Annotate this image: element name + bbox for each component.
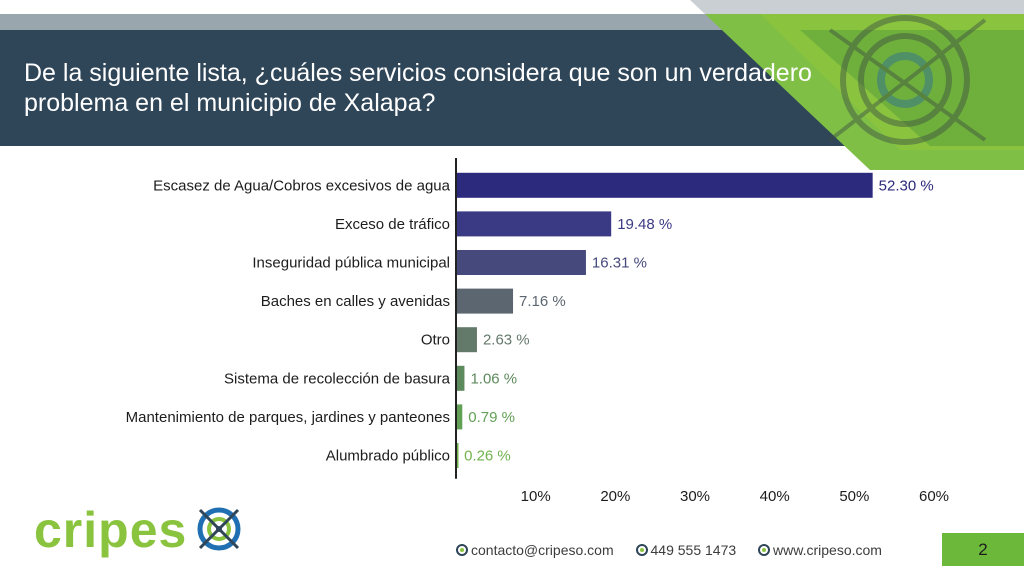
data-label: 52.30 %	[879, 177, 934, 194]
data-label: 7.16 %	[519, 293, 566, 310]
bar-1	[456, 211, 612, 237]
category-label: Baches en calles y avenidas	[261, 293, 450, 310]
category-label: Inseguridad pública municipal	[252, 255, 450, 272]
bar-5	[456, 365, 465, 391]
bar-2	[456, 250, 586, 275]
logo-text-part1: cripes	[34, 502, 188, 558]
tick-label: 20%	[600, 488, 630, 505]
corner-decoration	[690, 0, 1024, 170]
globe-icon	[456, 544, 468, 556]
slide-title: De la siguiente lista, ¿cuáles servicios…	[24, 59, 812, 117]
cripeso-logo: cripeso	[34, 500, 244, 560]
category-label: Otro	[421, 332, 450, 349]
contact-website[interactable]: www.cripeso.com	[758, 542, 882, 558]
contact-phone-text: 449 555 1473	[650, 542, 737, 558]
contact-email[interactable]: contacto@cripeso.com	[456, 542, 614, 558]
category-label: Escasez de Agua/Cobros excesivos de agua	[153, 177, 451, 194]
category-label: Mantenimiento de parques, jardines y pan…	[126, 409, 450, 426]
page-number: 2	[942, 533, 1024, 566]
bar-chart: Escasez de Agua/Cobros excesivos de agua…	[126, 158, 949, 505]
bar-4	[456, 327, 477, 353]
data-label: 0.26 %	[464, 448, 511, 465]
target-watermark-icon	[828, 15, 987, 145]
contact-email-text: contacto@cripeso.com	[471, 542, 614, 558]
globe-icon	[635, 544, 648, 556]
data-label: 2.63 %	[483, 332, 530, 349]
bar-6	[456, 404, 463, 430]
contact-website-text: www.cripeso.com	[773, 542, 882, 558]
tick-label: 50%	[839, 488, 869, 505]
tick-label: 10%	[521, 488, 551, 505]
tick-label: 60%	[919, 488, 949, 505]
bar-3	[456, 288, 514, 314]
data-label: 0.79 %	[468, 409, 515, 426]
category-label: Exceso de tráfico	[335, 216, 450, 233]
tick-label: 40%	[760, 488, 790, 505]
data-label: 1.06 %	[470, 370, 517, 387]
grey-strip	[0, 14, 760, 30]
data-label: 16.31 %	[592, 255, 647, 272]
contact-bar: contacto@cripeso.com 449 555 1473 www.cr…	[456, 542, 900, 558]
bar-7	[456, 443, 459, 468]
logo-target-icon	[197, 507, 241, 551]
bar-0	[456, 172, 873, 198]
tick-label: 30%	[680, 488, 710, 505]
category-label: Alumbrado público	[326, 448, 450, 465]
category-label: Sistema de recolección de basura	[224, 370, 451, 387]
data-label: 19.48 %	[617, 216, 672, 233]
contact-phone[interactable]: 449 555 1473	[635, 542, 737, 558]
globe-icon	[758, 544, 771, 556]
